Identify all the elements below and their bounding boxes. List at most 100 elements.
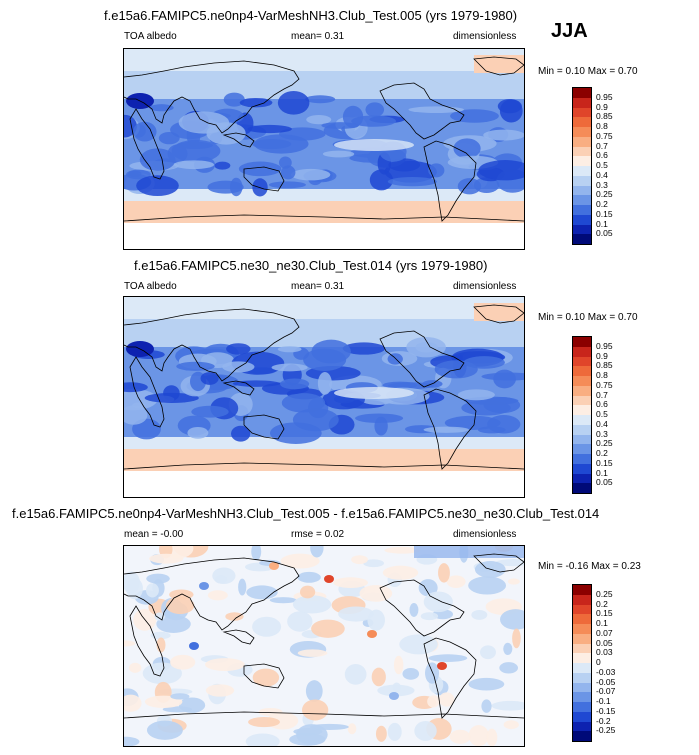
- field-patch: [382, 565, 419, 580]
- colorbar-tick-label: 0.25: [596, 189, 613, 200]
- field-patch: [247, 124, 292, 134]
- colorbar-swatch: [573, 234, 591, 244]
- field-patch: [305, 95, 336, 104]
- field-extreme: [189, 642, 199, 650]
- coastline: [124, 557, 300, 631]
- field-patch: [468, 576, 507, 595]
- field-patch: [146, 720, 183, 740]
- colorbar-tick-label: -0.15: [596, 705, 616, 716]
- colorbar-tick-label: 0.6: [596, 150, 608, 161]
- colorbar-swatch: [573, 376, 591, 386]
- field-patch: [170, 654, 196, 670]
- field-patch: [124, 694, 142, 712]
- field-patch: [245, 733, 280, 746]
- field-patch: [297, 571, 321, 583]
- coastline: [129, 356, 165, 428]
- field-patch: [481, 372, 524, 381]
- field-patch: [438, 692, 455, 707]
- coastline: [243, 166, 285, 192]
- coastline: [222, 629, 255, 645]
- field-patch: [365, 102, 385, 117]
- colorbar-swatch: [573, 633, 591, 644]
- colorbar-tick-label: 0.7: [596, 140, 608, 151]
- field-patch: [322, 150, 355, 158]
- field-patch: [251, 546, 262, 561]
- field-patch: [178, 111, 230, 134]
- field-patch: [387, 722, 402, 741]
- field-patch: [246, 585, 278, 600]
- field-patch: [226, 343, 251, 355]
- colorbar-swatch: [573, 682, 591, 693]
- field-extreme: [199, 582, 209, 590]
- field-patch: [371, 667, 386, 687]
- colorbar-swatch: [573, 473, 591, 484]
- field-patch: [252, 616, 282, 637]
- field-patch: [486, 728, 498, 746]
- field-patch: [342, 342, 386, 355]
- field-patch: [423, 426, 470, 433]
- field-patch: [126, 577, 143, 600]
- colorbar-swatch: [573, 97, 591, 108]
- field-patch: [124, 640, 136, 647]
- colorbar-swatch: [573, 385, 591, 396]
- colorbar-tick-label: 0.03: [596, 647, 613, 658]
- colorbar-swatch: [573, 395, 591, 406]
- colorbar-tick-label: 0.05: [596, 228, 613, 239]
- panel1-range: Min = 0.10 Max = 0.70: [538, 66, 638, 77]
- colorbar-swatch: [573, 434, 591, 445]
- colorbar-tick-label: -0.25: [596, 725, 616, 736]
- field-patch: [149, 104, 174, 112]
- coastline: [124, 60, 300, 134]
- colorbar-swatch: [573, 731, 591, 741]
- field-patch: [423, 591, 453, 613]
- panel3-mean: mean = -0.00: [124, 529, 184, 540]
- colorbar-tick-label: 0.75: [596, 130, 613, 141]
- colorbar-swatch: [573, 175, 591, 186]
- panel2-map: [123, 296, 525, 498]
- coastline: [379, 82, 465, 140]
- colorbar-swatch: [573, 454, 591, 464]
- field-patch: [471, 609, 488, 620]
- panel2-title: f.e15a6.FAMIPC5.ne30_ne30.Club_Test.014 …: [134, 258, 488, 273]
- field-patch: [125, 169, 151, 180]
- field-patch: [191, 405, 229, 418]
- southern-ocean-band: [124, 449, 524, 471]
- field-patch: [481, 699, 492, 713]
- field-patch: [297, 649, 328, 657]
- field-patch: [512, 628, 521, 649]
- coastline: [423, 388, 477, 470]
- field-patch: [146, 583, 159, 598]
- field-patch: [333, 577, 369, 588]
- antarctica: [124, 223, 524, 249]
- field-patch: [146, 573, 170, 584]
- field-patch: [299, 585, 316, 599]
- coastline: [124, 308, 300, 382]
- colorbar-tick-label: 0.25: [596, 588, 613, 599]
- midlat-band: [124, 437, 524, 449]
- colorbar-swatch: [573, 653, 591, 663]
- panel1-title: f.e15a6.FAMIPC5.ne0np4-VarMeshNH3.Club_T…: [104, 8, 518, 23]
- field-patch: [399, 634, 438, 655]
- colorbar-tick-label: 0.5: [596, 160, 608, 170]
- field-patch: [359, 585, 393, 602]
- field-patch: [207, 590, 228, 601]
- colorbar-swatch: [573, 692, 591, 702]
- field-patch: [248, 716, 280, 728]
- field-patch: [450, 109, 499, 123]
- colorbar-swatch: [573, 643, 591, 654]
- colorbar-tick-label: 0.05: [596, 637, 613, 648]
- field-patch: [231, 425, 251, 442]
- panel2-units: dimensionless: [453, 281, 517, 292]
- colorbar-tick-label: 0.95: [596, 91, 613, 102]
- field-patch: [503, 642, 513, 656]
- field-patch: [306, 114, 332, 125]
- field-patch: [136, 175, 179, 197]
- field-extreme: [269, 562, 279, 570]
- colorbar-tick-label: 0.85: [596, 111, 613, 122]
- colorbar-tick-label: 0.2: [596, 448, 608, 458]
- field-patch: [406, 337, 446, 358]
- field-patch: [487, 415, 521, 434]
- field-patch: [351, 555, 368, 565]
- field-patch: [347, 723, 357, 735]
- colorbar-tick-label: 0.15: [596, 208, 613, 219]
